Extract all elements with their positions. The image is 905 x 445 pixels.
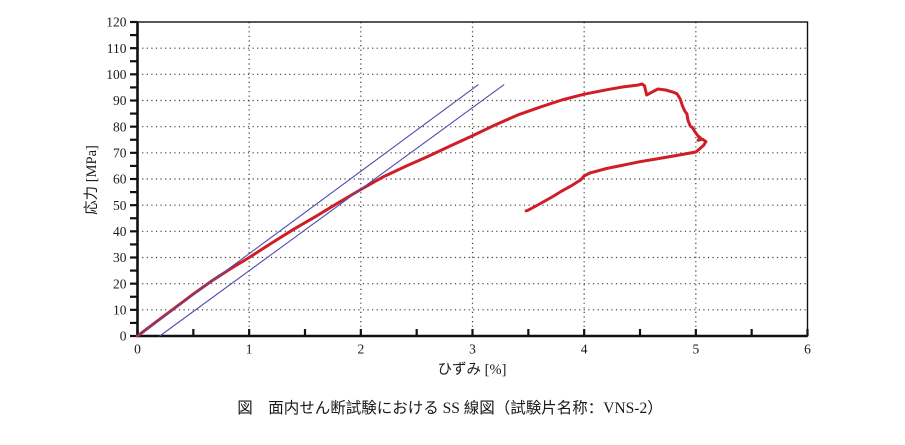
x-tick-label: 3 bbox=[469, 342, 476, 357]
data-series bbox=[136, 82, 708, 338]
y-tick-label: 70 bbox=[113, 145, 127, 160]
x-tick-label: 4 bbox=[581, 342, 588, 357]
x-tick-label: 1 bbox=[246, 342, 253, 357]
y-tick-label: 90 bbox=[113, 93, 127, 108]
y-tick-label: 50 bbox=[113, 198, 127, 213]
gridlines bbox=[137, 22, 808, 336]
y-tick-label: 100 bbox=[106, 67, 127, 82]
y-tick-label: 60 bbox=[113, 172, 127, 187]
modulus-line-1 bbox=[136, 84, 479, 337]
x-axis-title: ひずみ [%] bbox=[438, 361, 507, 378]
x-tick-label: 5 bbox=[692, 342, 699, 357]
x-tick-label: 0 bbox=[134, 342, 141, 357]
y-tick-label: 0 bbox=[120, 329, 127, 344]
y-tick-label: 30 bbox=[113, 250, 127, 265]
y-axis-title: 応力 [MPa] bbox=[83, 145, 100, 215]
modulus-line-2 bbox=[159, 84, 505, 337]
y-tick-label: 10 bbox=[113, 302, 127, 317]
figure-caption: 図 面内せん断試験における SS 線図（試験片名称：VNS-2） bbox=[237, 399, 662, 417]
x-tick-label: 6 bbox=[804, 342, 811, 357]
y-tick-label: 40 bbox=[113, 224, 127, 239]
y-tick-label: 120 bbox=[106, 15, 127, 30]
y-tick-label: 80 bbox=[113, 119, 127, 134]
plot-frame bbox=[136, 21, 809, 338]
ss-curve bbox=[136, 82, 708, 338]
x-tick-label: 2 bbox=[357, 342, 364, 357]
y-tick-label: 110 bbox=[107, 41, 127, 56]
y-tick-label: 20 bbox=[113, 276, 127, 291]
